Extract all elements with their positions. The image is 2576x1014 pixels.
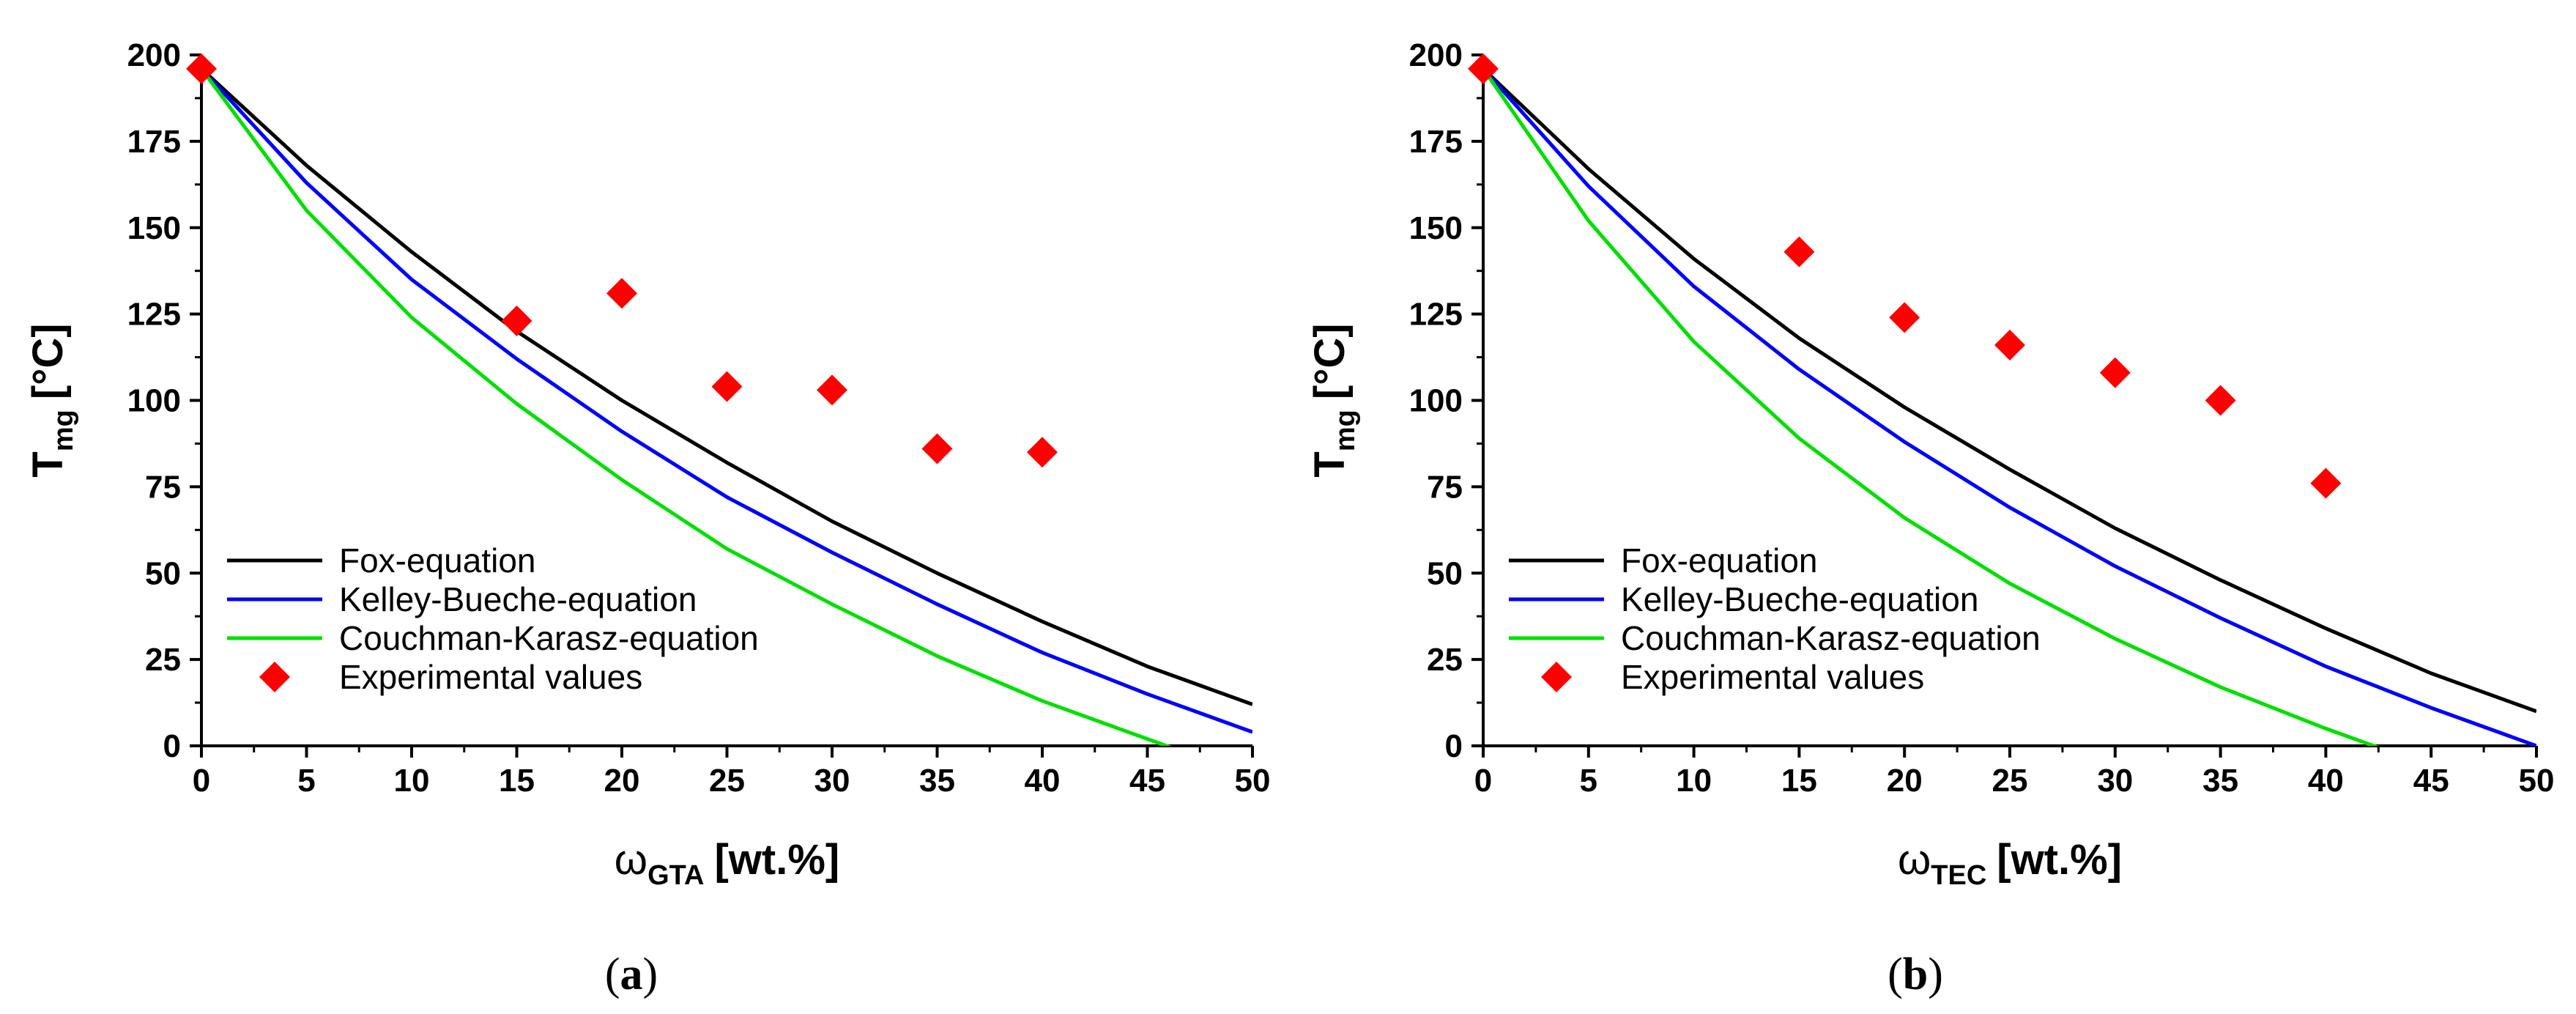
x-tick-label: 10 — [1676, 763, 1712, 799]
experimental-point — [1468, 53, 1499, 84]
experimental-point — [1994, 330, 2025, 361]
x-tick-label: 45 — [2413, 763, 2449, 799]
x-tick-label: 50 — [2519, 763, 2555, 799]
x-tick-label: 50 — [1235, 763, 1271, 799]
experimental-point — [817, 374, 847, 406]
y-axis-title: Tmg[°C] — [24, 323, 79, 477]
chart-panel-b: 0 5 10 15 20 25 30 35 40 45 50 0 25 50 75 100 125 150 175 2… — [1306, 37, 2554, 999]
y-tick-label: 200 — [127, 37, 181, 73]
experimental-point — [1027, 437, 1058, 468]
legend-label-couchman: Couchman-Karasz-equation — [339, 619, 759, 657]
y-tick-label: 25 — [145, 642, 181, 678]
y-tick-label: 50 — [1427, 555, 1463, 591]
y-tick-label: 75 — [145, 469, 181, 505]
series-line-kelley — [1483, 67, 2536, 746]
y-tick-label: 150 — [127, 210, 181, 246]
x-tick-label: 30 — [814, 763, 850, 799]
x-axis-title: ωGTA [wt.%] — [615, 836, 839, 891]
panel-label: (a) — [605, 950, 658, 999]
experimental-point — [501, 306, 532, 337]
legend-marker-experimental — [259, 662, 290, 692]
x-tick-label: 15 — [1781, 763, 1817, 799]
x-tick-label: 45 — [1129, 763, 1165, 799]
y-tick-label: 0 — [163, 728, 181, 764]
y-tick-label: 25 — [1427, 642, 1463, 678]
legend-label-fox: Fox-equation — [339, 541, 536, 580]
y-tick-label: 0 — [1445, 728, 1463, 764]
legend-label-fox: Fox-equation — [1621, 541, 1818, 580]
experimental-point — [2099, 357, 2131, 388]
y-axis-title: Tmg[°C] — [1306, 323, 1361, 477]
series-line-fox — [1483, 67, 2536, 714]
legend-label-experimental: Experimental values — [339, 658, 642, 696]
series-line-couchman — [201, 67, 1172, 746]
experimental-point — [606, 278, 637, 309]
x-tick-label: 0 — [193, 763, 210, 799]
y-tick-label: 100 — [1409, 383, 1463, 419]
y-tick-label: 100 — [127, 383, 181, 419]
y-tick-label: 150 — [1409, 210, 1463, 246]
experimental-point — [2205, 385, 2236, 416]
series-line-fox — [201, 67, 1252, 706]
chart-panel-a: 0 5 10 15 20 25 30 35 40 45 50 0 25 50 75 100 125 150 175 2… — [24, 37, 1270, 999]
experimental-point — [921, 433, 953, 465]
legend-label-experimental: Experimental values — [1621, 658, 1924, 696]
legend-marker-experimental — [1541, 662, 1572, 692]
legend-label-couchman: Couchman-Karasz-equation — [1621, 619, 2041, 657]
x-tick-label: 25 — [709, 763, 745, 799]
x-axis-title: ωTEC [wt.%] — [1898, 836, 2122, 891]
experimental-point — [711, 371, 743, 402]
series-line-couchman — [1483, 67, 2380, 746]
y-tick-label: 50 — [145, 555, 181, 591]
legend-label-kelley: Kelley-Bueche-equation — [1621, 580, 1978, 618]
x-tick-label: 35 — [2202, 763, 2238, 799]
x-tick-label: 20 — [604, 763, 640, 799]
x-tick-label: 5 — [1580, 763, 1597, 799]
x-tick-label: 10 — [394, 763, 430, 799]
x-tick-label: 40 — [1025, 763, 1061, 799]
x-tick-label: 25 — [1992, 763, 2028, 799]
x-tick-label: 15 — [499, 763, 535, 799]
y-tick-label: 125 — [1409, 297, 1463, 333]
x-tick-label: 20 — [1887, 763, 1923, 799]
experimental-point — [186, 53, 217, 84]
x-tick-label: 35 — [919, 763, 955, 799]
series-line-kelley — [201, 67, 1252, 734]
x-tick-label: 5 — [297, 763, 315, 799]
experimental-point — [1783, 236, 1815, 267]
panel-label: (b) — [1888, 950, 1943, 999]
x-tick-label: 0 — [1474, 763, 1492, 799]
x-tick-label: 40 — [2308, 763, 2344, 799]
y-tick-label: 175 — [127, 124, 181, 160]
experimental-point — [1889, 302, 1920, 333]
experimental-point — [2310, 467, 2342, 499]
legend-label-kelley: Kelley-Bueche-equation — [339, 580, 697, 618]
y-tick-label: 200 — [1409, 37, 1463, 73]
y-tick-label: 125 — [127, 297, 181, 333]
x-tick-label: 30 — [2097, 763, 2133, 799]
y-tick-label: 75 — [1427, 469, 1463, 505]
y-tick-label: 175 — [1409, 124, 1463, 160]
